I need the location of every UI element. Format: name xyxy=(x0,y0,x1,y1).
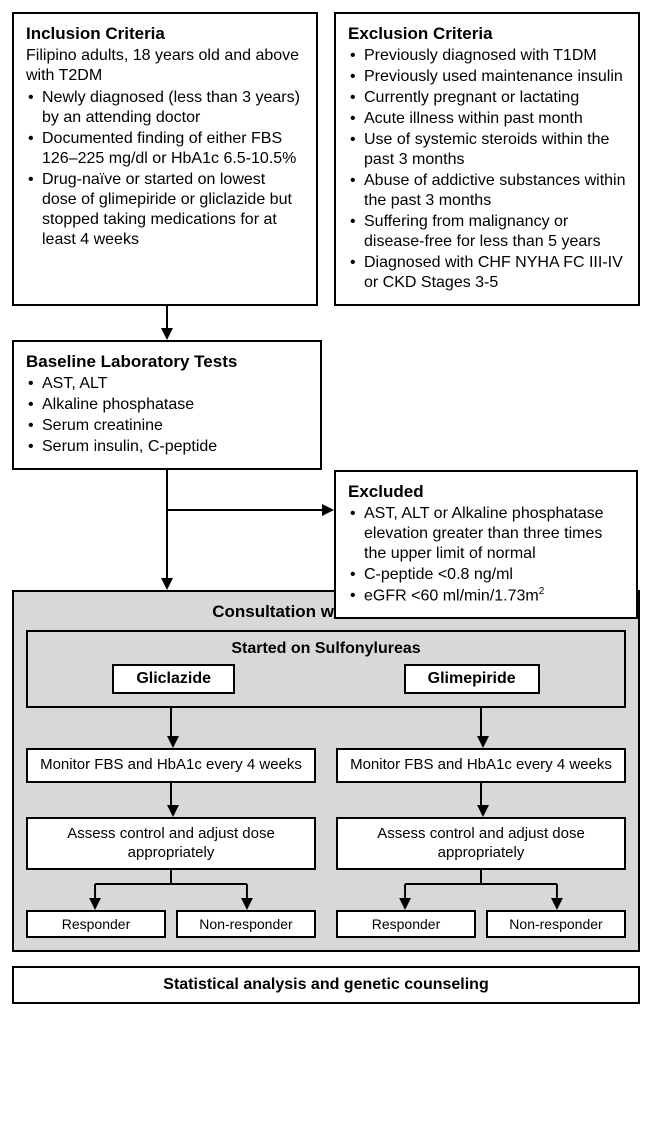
exclusion-item: Previously used maintenance insulin xyxy=(348,67,626,87)
gliclazide-column: Monitor FBS and HbA1c every 4 weeks Asse… xyxy=(26,708,316,938)
monitor-box: Monitor FBS and HbA1c every 4 weeks xyxy=(336,748,626,783)
drug-gliclazide: Gliclazide xyxy=(112,664,235,694)
monitor-box: Monitor FBS and HbA1c every 4 weeks xyxy=(26,748,316,783)
split-arrow-icon xyxy=(26,870,316,910)
criteria-row: Inclusion Criteria Filipino adults, 18 y… xyxy=(12,12,640,306)
excluded-list: AST, ALT or Alkaline phosphatase elevati… xyxy=(348,504,624,606)
baseline-item: Alkaline phosphatase xyxy=(26,395,308,415)
inclusion-item: Documented finding of either FBS 126–225… xyxy=(26,129,304,169)
exclusion-item: Previously diagnosed with T1DM xyxy=(348,46,626,66)
arrow-down-icon xyxy=(336,783,626,817)
inclusion-item: Newly diagnosed (less than 3 years) by a… xyxy=(26,88,304,128)
responder-box: Responder xyxy=(26,910,166,938)
excluded-item: AST, ALT or Alkaline phosphatase elevati… xyxy=(348,504,624,564)
responder-row: Responder Non-responder xyxy=(336,910,626,938)
split-arrow-icon xyxy=(336,870,626,910)
exclusion-box: Exclusion Criteria Previously diagnosed … xyxy=(334,12,640,306)
baseline-list: AST, ALT Alkaline phosphatase Serum crea… xyxy=(26,374,308,457)
exclusion-item: Abuse of addictive substances within the… xyxy=(348,171,626,211)
assess-box: Assess control and adjust dose appropria… xyxy=(26,817,316,871)
final-box: Statistical analysis and genetic counsel… xyxy=(12,966,640,1004)
inclusion-item: Drug-naïve or started on lowest dose of … xyxy=(26,170,304,250)
exclusion-item: Suffering from malignancy or disease-fre… xyxy=(348,212,626,252)
exclusion-item: Diagnosed with CHF NYHA FC III-IV or CKD… xyxy=(348,253,626,293)
nonresponder-box: Non-responder xyxy=(486,910,626,938)
arrow-down-icon xyxy=(336,708,626,748)
inclusion-lead: Filipino adults, 18 years old and above … xyxy=(26,46,304,86)
assess-box: Assess control and adjust dose appropria… xyxy=(336,817,626,871)
exclusion-title: Exclusion Criteria xyxy=(348,24,626,44)
exclusion-item: Acute illness within past month xyxy=(348,109,626,129)
parallel-columns: Monitor FBS and HbA1c every 4 weeks Asse… xyxy=(26,708,626,938)
nonresponder-box: Non-responder xyxy=(176,910,316,938)
baseline-title: Baseline Laboratory Tests xyxy=(26,352,308,372)
baseline-item: Serum insulin, C-peptide xyxy=(26,437,308,457)
drug-glimepiride: Glimepiride xyxy=(404,664,540,694)
responder-row: Responder Non-responder xyxy=(26,910,316,938)
excluded-title: Excluded xyxy=(348,482,624,502)
glimepiride-column: Monitor FBS and HbA1c every 4 weeks Asse… xyxy=(336,708,626,938)
inclusion-list: Newly diagnosed (less than 3 years) by a… xyxy=(26,88,304,250)
inclusion-title: Inclusion Criteria xyxy=(26,24,304,44)
exclusion-list: Previously diagnosed with T1DM Previousl… xyxy=(348,46,626,293)
arrow-down-icon xyxy=(26,783,316,817)
excluded-item: C-peptide <0.8 ng/ml xyxy=(348,565,624,585)
baseline-item: Serum creatinine xyxy=(26,416,308,436)
sulfonylureas-title: Started on Sulfonylureas xyxy=(38,640,614,658)
consultation-panel: Consultation with Clinicians Started on … xyxy=(12,590,640,952)
drug-row: Gliclazide Glimepiride xyxy=(38,664,614,694)
responder-box: Responder xyxy=(336,910,476,938)
arrow-down-icon xyxy=(12,306,322,340)
baseline-box: Baseline Laboratory Tests AST, ALT Alkal… xyxy=(12,340,322,470)
sulfonylureas-frame: Started on Sulfonylureas Gliclazide Glim… xyxy=(26,630,626,708)
excluded-box: Excluded AST, ALT or Alkaline phosphatas… xyxy=(334,470,638,619)
branch-connector: Excluded AST, ALT or Alkaline phosphatas… xyxy=(12,470,640,590)
inclusion-box: Inclusion Criteria Filipino adults, 18 y… xyxy=(12,12,318,306)
excluded-item: eGFR <60 ml/min/1.73m2 xyxy=(348,586,624,606)
exclusion-item: Currently pregnant or lactating xyxy=(348,88,626,108)
arrow-down-icon xyxy=(26,708,316,748)
baseline-item: AST, ALT xyxy=(26,374,308,394)
exclusion-item: Use of systemic steroids within the past… xyxy=(348,130,626,170)
